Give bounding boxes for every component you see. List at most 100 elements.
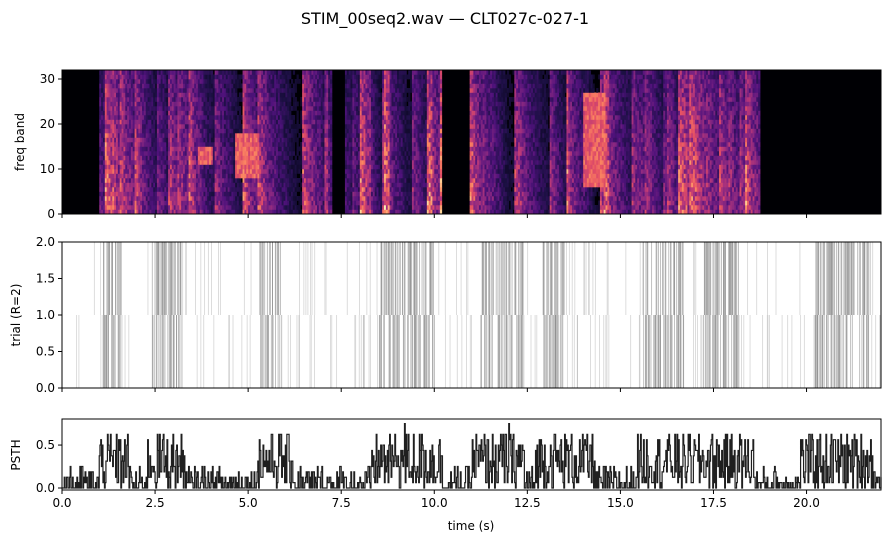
- spectrogram-cell: [298, 79, 301, 84]
- spectrogram-cell: [127, 128, 130, 134]
- spectrogram-cell: [134, 146, 137, 152]
- spectrogram-cell: [138, 178, 141, 183]
- spectrogram-cell: [119, 92, 122, 98]
- spectrogram-cell: [102, 92, 106, 98]
- spectrogram-cell: [132, 101, 135, 107]
- spectrogram-cell: [149, 209, 152, 215]
- spectrogram-cell: [104, 196, 108, 201]
- spectrogram-cell: [121, 101, 124, 107]
- spectrogram-cell: [108, 151, 111, 156]
- spectrogram-cell: [330, 137, 333, 143]
- spectrogram-cell: [130, 155, 134, 161]
- spectrogram-cell: [142, 128, 145, 134]
- spectrogram-cell: [296, 128, 299, 134]
- spectrogram-cell: [119, 182, 122, 188]
- spectrogram-cell: [99, 182, 102, 188]
- spectrogram-cell: [117, 106, 121, 111]
- spectrogram-cell: [115, 200, 119, 206]
- spectrogram-cell: [143, 70, 147, 75]
- spectrogram-cell: [134, 160, 137, 165]
- spectrogram-cell: [145, 137, 149, 143]
- spectrogram-cell: [143, 160, 147, 165]
- spectrogram-cell: [108, 209, 111, 215]
- spectrogram-cell: [130, 88, 134, 93]
- spectrogram-cell: [127, 178, 130, 183]
- spectrogram-cell: [330, 187, 333, 192]
- spectrogram-cell: [119, 74, 122, 80]
- spectrogram-cell: [110, 119, 113, 125]
- spectrogram-cell: [134, 169, 137, 174]
- spectrogram-cell: [138, 187, 141, 192]
- spectrogram-cell: [145, 196, 149, 201]
- spectrogram-cell: [134, 110, 137, 116]
- spectrogram-cell: [108, 88, 111, 93]
- spectrogram-cell: [289, 97, 292, 102]
- spectrogram-cell: [147, 92, 150, 98]
- spectrogram-cell: [149, 205, 152, 210]
- spectrogram-cell: [136, 92, 139, 98]
- spectrogram-cell: [121, 124, 124, 129]
- spectrogram-cell: [330, 115, 333, 120]
- spectrogram-cell: [101, 196, 104, 201]
- spectrogram-cell: [330, 178, 333, 183]
- spectrogram-cell: [108, 187, 111, 192]
- spectrogram-cell: [99, 137, 102, 143]
- spectrogram-cell: [119, 205, 122, 210]
- spectrogram-cell: [102, 205, 106, 210]
- spectrogram-cell: [147, 119, 150, 125]
- spectrogram-cell: [129, 196, 132, 201]
- spectrogram-cell: [108, 128, 111, 134]
- spectrogram-cell: [140, 88, 143, 93]
- spectrogram-cell: [99, 106, 102, 111]
- spectrogram-cell: [114, 209, 117, 215]
- spectrogram-cell: [121, 205, 124, 210]
- spectrogram-cell: [104, 101, 108, 107]
- spectrogram-cell: [115, 70, 119, 75]
- spectrogram-cell: [134, 191, 137, 197]
- spectrogram-cell: [138, 128, 141, 134]
- spectrogram-cell: [114, 196, 117, 201]
- spectrogram-cell: [145, 79, 149, 84]
- spectrogram-cell: [102, 137, 106, 143]
- spectrogram-cell: [112, 137, 115, 143]
- spectrogram-cell: [115, 115, 119, 120]
- spectrogram-cell: [140, 173, 143, 179]
- spectrogram-cell: [115, 128, 119, 134]
- spectrogram-cell: [132, 205, 135, 210]
- spectrogram-cell: [330, 92, 333, 98]
- spectrogram-cell: [147, 101, 150, 107]
- spectrogram-cell: [117, 74, 121, 80]
- spectrogram-cell: [330, 124, 333, 129]
- spectrogram-cell: [125, 97, 128, 102]
- spectrogram-cell: [102, 115, 106, 120]
- spectrogram-cell: [404, 101, 407, 107]
- spectrogram-cell: [108, 133, 111, 138]
- spectrogram-cell: [129, 79, 132, 84]
- spectrogram-cell: [330, 133, 333, 138]
- spectrogram-cell: [108, 92, 111, 98]
- spectrogram-cell: [129, 88, 132, 93]
- spectrogram-cell: [142, 142, 145, 147]
- spectrogram-cell: [121, 178, 124, 183]
- spectrogram-cell: [121, 209, 124, 215]
- spectrogram-cell: [138, 191, 141, 197]
- spectrogram-cell: [134, 196, 137, 201]
- spectrogram-cell: [99, 88, 102, 93]
- spectrogram-cell: [104, 151, 108, 156]
- spectrogram-cell: [132, 169, 135, 174]
- spectrogram-cell: [108, 142, 111, 147]
- spectrogram-cell: [102, 124, 106, 129]
- spectrogram-cell: [115, 146, 119, 152]
- spectrogram-cell: [115, 209, 119, 215]
- spectrogram-cell: [142, 110, 145, 116]
- spectrogram-cell: [119, 79, 122, 84]
- spectrogram-cell: [102, 79, 106, 84]
- spectrogram-cell: [130, 110, 134, 116]
- spectrogram-cell: [110, 146, 113, 152]
- spectrogram-cell: [104, 137, 108, 143]
- spectrogram-cell: [330, 97, 333, 102]
- spectrogram-cell: [117, 124, 121, 129]
- spectrogram-cell: [102, 97, 106, 102]
- spectrogram-cell: [112, 106, 115, 111]
- spectrogram-cell: [145, 142, 149, 147]
